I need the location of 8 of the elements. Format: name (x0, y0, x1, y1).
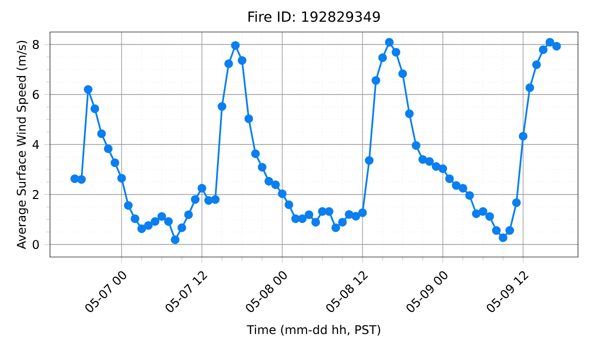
chart-title: Fire ID: 192829349 (248, 11, 380, 22)
x-axis-title: Time (mm-dd hh, PST) (246, 324, 380, 336)
y-tick-label: 8 (32, 40, 39, 50)
y-tick-label: 4 (32, 140, 39, 149)
y-tick-label: 2 (32, 190, 38, 199)
y-tick-label: 6 (32, 90, 39, 100)
y-tick-label: 0 (32, 240, 39, 250)
y-axis-title: Average Surface Wind Speed (m/s) (16, 40, 28, 250)
